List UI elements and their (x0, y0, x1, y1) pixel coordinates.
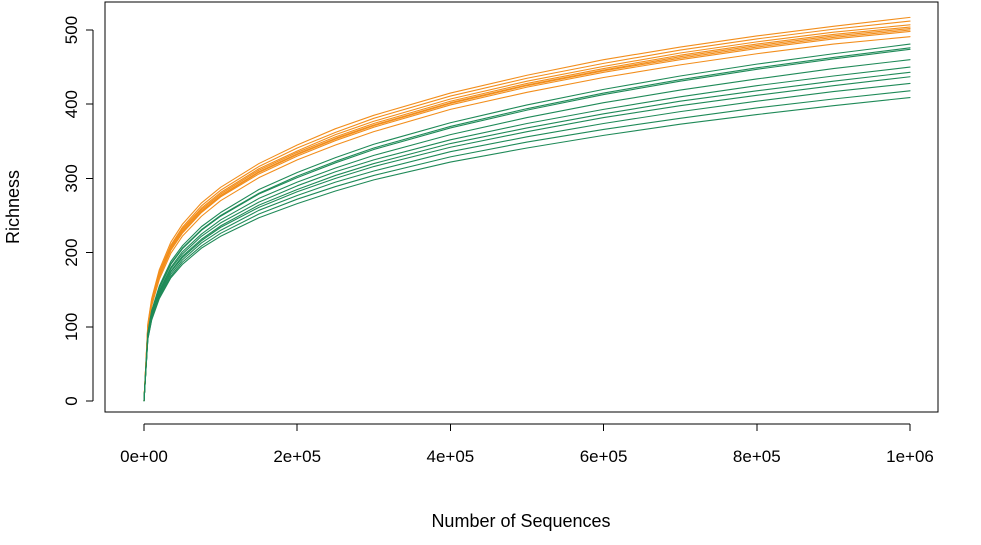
x-tick-label: 8e+05 (733, 447, 781, 466)
series-line-green-16 (143, 82, 911, 402)
x-tick-label: 0e+00 (120, 447, 168, 466)
series-line-orange-5 (143, 27, 911, 402)
plot-frame (104, 1, 939, 413)
series-line-green-17 (143, 90, 911, 402)
y-axis: 0 100 200 300 400 500 (62, 16, 94, 406)
series-line-orange-7 (143, 30, 911, 402)
series-line-green-10 (143, 47, 911, 402)
series-line-orange-1 (143, 16, 911, 402)
curve-layer (143, 16, 911, 402)
series-line-green-12 (143, 59, 911, 402)
y-tick-label: 400 (62, 90, 81, 118)
series-line-orange-3 (143, 24, 911, 402)
y-tick-label: 100 (62, 313, 81, 341)
series-line-green-9 (143, 43, 911, 402)
series-line-green-15 (143, 76, 911, 402)
series-line-green-11 (143, 48, 911, 402)
y-axis-title: Richness (3, 170, 23, 244)
x-tick-label: 2e+05 (273, 447, 321, 466)
series-line-green-14 (143, 71, 911, 402)
series-line-green-18 (143, 96, 911, 402)
x-tick-label: 1e+06 (886, 447, 934, 466)
series-line-orange-2 (143, 20, 911, 402)
y-tick-label: 500 (62, 16, 81, 44)
y-tick-label: 0 (62, 396, 81, 405)
series-line-green-13 (143, 66, 911, 402)
x-axis-title: Number of Sequences (431, 511, 610, 531)
x-tick-label: 6e+05 (580, 447, 628, 466)
y-tick-label: 300 (62, 164, 81, 192)
series-line-orange-8 (143, 36, 911, 402)
x-tick-label: 4e+05 (427, 447, 475, 466)
x-axis: 0e+00 2e+05 4e+05 6e+05 8e+05 1e+06 (120, 423, 934, 466)
y-tick-label: 200 (62, 238, 81, 266)
